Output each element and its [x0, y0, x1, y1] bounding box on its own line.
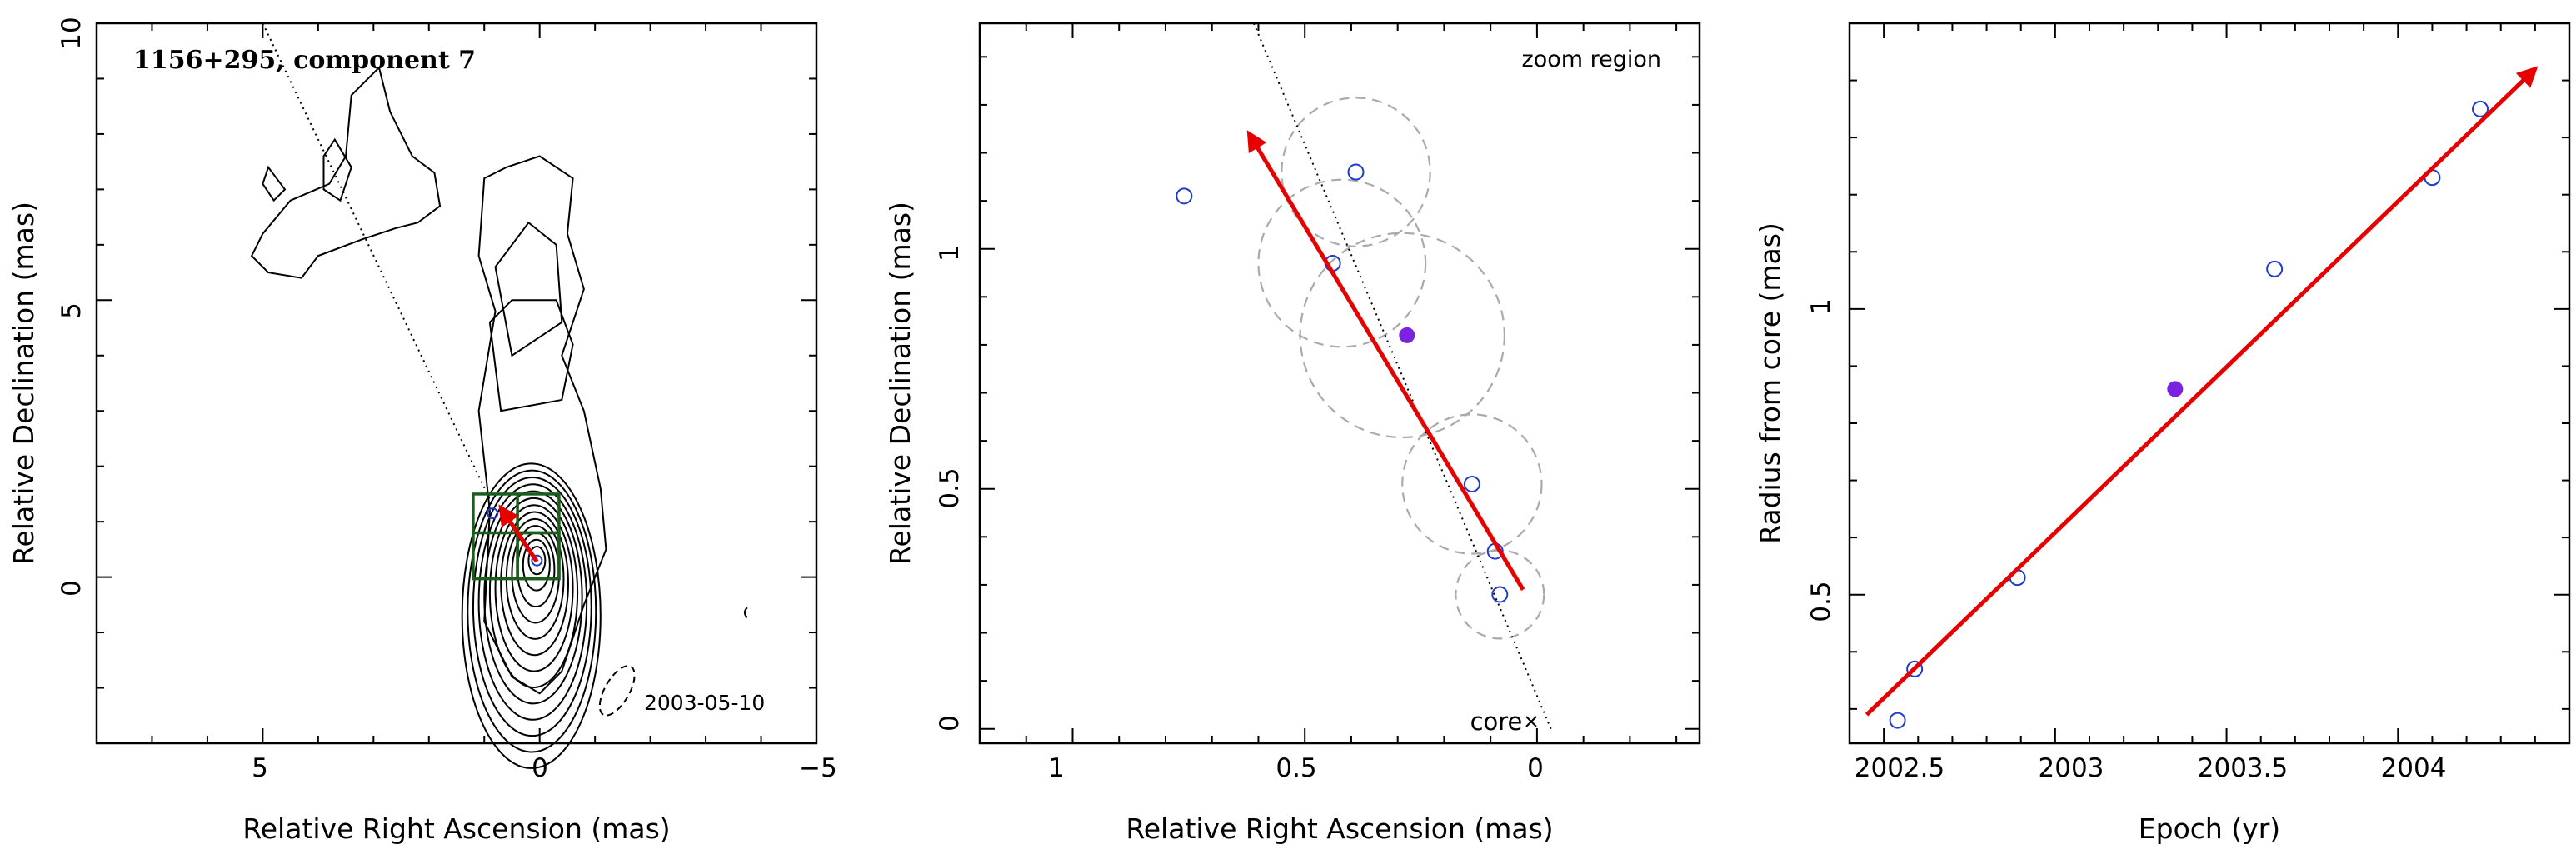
y-tick-label: 0: [935, 715, 965, 732]
motion-arrow: [1246, 130, 1525, 591]
y-tick-label: 0.5: [1806, 581, 1836, 622]
y-tick-label: 1: [935, 245, 965, 262]
core-contour: [527, 546, 547, 576]
component-point: [1491, 586, 1509, 603]
epoch-point: [1906, 660, 1924, 677]
beam-ellipse: [598, 665, 636, 717]
overlay-layer: [1176, 22, 1552, 730]
core-contour: [500, 511, 570, 657]
plot-frame: [95, 22, 818, 745]
component-point: [487, 507, 499, 520]
core-contour: [522, 538, 551, 592]
y-tick-label: 1: [1806, 298, 1836, 315]
x-tick-label: 1: [1048, 753, 1065, 783]
x-axis-label: Relative Right Ascension (mas): [242, 812, 670, 845]
x-tick-label: 0: [1527, 753, 1544, 783]
core-marker: [1525, 716, 1537, 727]
core-contour: [467, 469, 597, 753]
y-tick-label: 0: [57, 580, 87, 597]
motion-arrow: [498, 504, 539, 563]
uncertainty-circle: [1299, 232, 1505, 439]
extended-contour: [477, 155, 607, 695]
overlay-layer: [262, 22, 561, 581]
plot-frame: [978, 22, 1701, 745]
core-contour: [483, 490, 583, 705]
panel-contour-map: 5 0 −5 0 5 10 Relative Right Ascension (…: [7, 17, 837, 845]
uncertainty-circles: [1257, 97, 1545, 640]
epoch-point: [2472, 100, 2489, 117]
core-contour: [494, 504, 574, 672]
x-tick-label: 2002.5: [1855, 753, 1944, 783]
overlay-layer: [1865, 66, 2539, 729]
core-contour: [461, 462, 602, 769]
x-tick-label: 2003.5: [2198, 753, 2288, 783]
x-tick-label: 2003: [2039, 753, 2104, 783]
uncertainty-circle: [1281, 97, 1431, 247]
core-contour: [477, 483, 588, 721]
x-tick-label: 0.5: [1276, 753, 1316, 783]
panel-radius-vs-epoch: 2002.5 2003 2003.5 2004 0.5 1 Epoch (yr)…: [1754, 22, 2571, 845]
noise-contour: [743, 607, 748, 618]
axis-ticks: [1849, 22, 2570, 743]
x-tick-label: 2004: [2381, 753, 2447, 783]
y-axis-label: Radius from core (mas): [1754, 222, 1786, 544]
axis-ticks: [96, 22, 817, 744]
epoch-point: [2266, 260, 2284, 277]
y-axis-label: Relative Declination (mas): [7, 202, 40, 565]
y-tick-label: 0.5: [935, 467, 965, 508]
epoch-date-label: 2003-05-10: [644, 691, 765, 715]
uncertainty-circle: [1455, 549, 1545, 640]
panel-zoom-region: 1 0.5 0 0 0.5 1 Relative Right Ascension…: [884, 22, 1701, 845]
zoom-region-label: zoom region: [1522, 47, 1661, 72]
component-point: [1176, 187, 1193, 205]
extended-contour: [250, 66, 442, 279]
zoom-box-inner: [516, 531, 561, 581]
y-axis-label: Relative Declination (mas): [884, 202, 916, 565]
axis-ticks: [979, 23, 1700, 743]
x-tick-label: −5: [799, 753, 837, 783]
plot-frame: [1848, 22, 2571, 745]
x-tick-label: 5: [252, 753, 268, 783]
core-contour: [472, 476, 592, 737]
x-axis-label: Epoch (yr): [2139, 812, 2280, 845]
component-point: [1399, 327, 1415, 343]
trend-arrow: [1865, 66, 2539, 717]
epoch-point: [1889, 712, 1906, 729]
epoch-point: [2167, 381, 2184, 397]
component-point: [531, 554, 543, 567]
uncertainty-circle: [1401, 413, 1543, 555]
extended-contour: [488, 299, 574, 412]
component-point: [1347, 163, 1365, 181]
y-tick-label: 10: [57, 17, 87, 49]
extended-contour: [262, 165, 287, 202]
uncertainty-circle: [1257, 178, 1427, 348]
core-label: core: [1470, 707, 1523, 736]
jet-direction-line: [262, 22, 494, 506]
jet-direction-line: [1252, 22, 1552, 730]
extended-contour: [322, 137, 352, 202]
x-tick-label: 0: [532, 753, 548, 783]
x-axis-label: Relative Right Ascension (mas): [1126, 812, 1553, 845]
extended-contour: [494, 221, 563, 357]
map-title: 1156+295, component 7: [133, 46, 476, 75]
core-contour: [488, 497, 579, 688]
contour-map: [250, 66, 748, 769]
component-point: [1463, 475, 1480, 492]
y-tick-label: 5: [57, 302, 87, 319]
